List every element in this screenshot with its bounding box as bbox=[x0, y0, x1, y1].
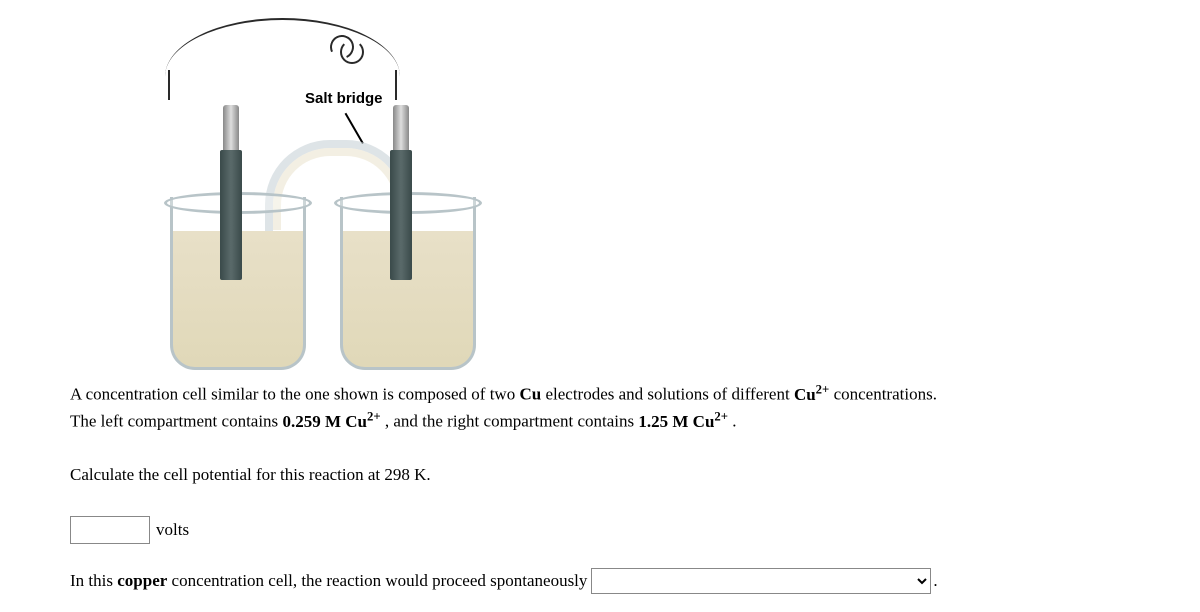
cu-electrode-right bbox=[390, 150, 412, 280]
wire-end bbox=[168, 70, 170, 100]
text: . bbox=[933, 571, 937, 591]
text: The left compartment contains bbox=[70, 412, 282, 431]
concentration-cell-diagram: Salt bridge bbox=[70, 10, 470, 370]
wire-end bbox=[395, 70, 397, 100]
text: concentrations. bbox=[829, 385, 937, 404]
right-beaker bbox=[340, 200, 470, 370]
text: electrodes and solutions of different bbox=[541, 385, 794, 404]
text: concentration cell, the reaction would p… bbox=[172, 571, 588, 591]
alligator-clip bbox=[393, 105, 409, 155]
unit-label: volts bbox=[156, 520, 189, 540]
alligator-clip bbox=[223, 105, 239, 155]
spontaneous-direction-select[interactable] bbox=[591, 568, 931, 594]
salt-bridge-label: Salt bridge bbox=[305, 90, 383, 107]
text-bold: Cu bbox=[519, 385, 541, 404]
text: , and the right compartment contains bbox=[381, 412, 639, 431]
wire-coil bbox=[340, 40, 364, 64]
question-prompt: Calculate the cell potential for this re… bbox=[70, 462, 1140, 488]
text-bold: Cu2+ bbox=[794, 385, 829, 404]
text-bold: 1.25 M Cu2+ bbox=[638, 412, 728, 431]
cell-potential-input[interactable] bbox=[70, 516, 150, 544]
text-bold: 0.259 M Cu2+ bbox=[282, 412, 380, 431]
text: A concentration cell similar to the one … bbox=[70, 385, 519, 404]
text: In this bbox=[70, 571, 113, 591]
cu-electrode-left bbox=[220, 150, 242, 280]
left-beaker bbox=[170, 200, 300, 370]
text: . bbox=[728, 412, 737, 431]
text-bold: copper bbox=[117, 571, 167, 591]
question-2-row: In this copper concentration cell, the r… bbox=[70, 568, 1140, 594]
problem-statement: A concentration cell similar to the one … bbox=[70, 380, 1140, 434]
